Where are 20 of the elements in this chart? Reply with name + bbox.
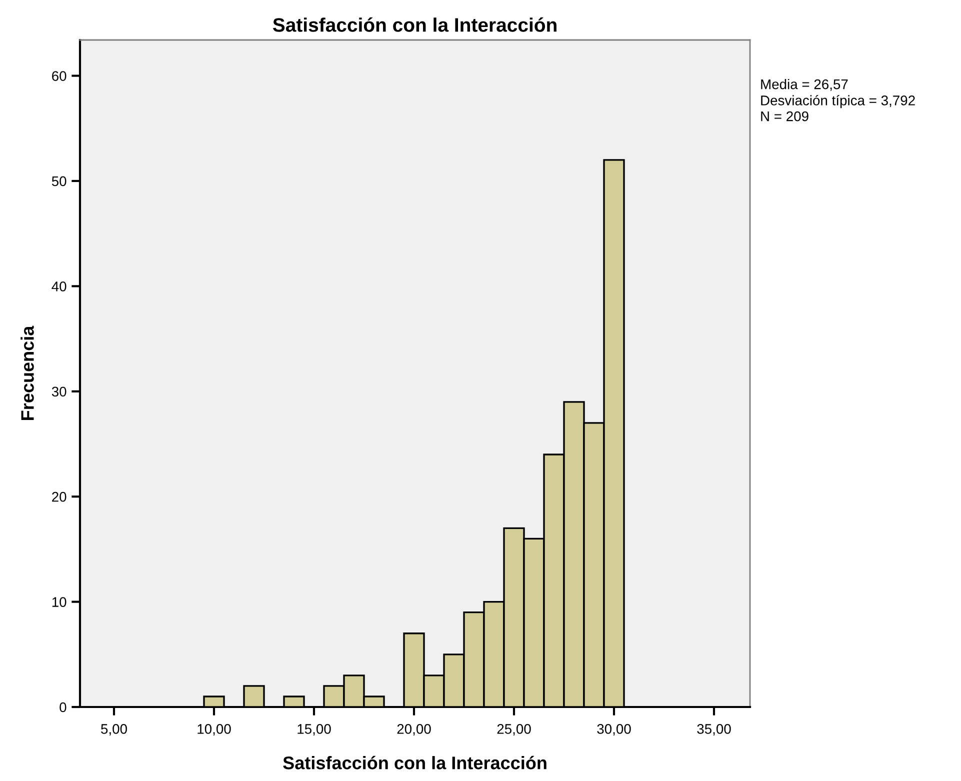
text: Media = 26,57	[761, 79, 848, 91]
y-tick-label: 60	[52, 71, 66, 81]
text: N = 209	[761, 111, 808, 122]
x-tick-label: 15,00	[298, 724, 331, 736]
y-tick-label: 50	[52, 176, 66, 186]
x-tick-label: 30,00	[597, 724, 631, 736]
x-tick-label: 20,00	[397, 724, 431, 736]
y-tick-label: 10	[52, 597, 66, 607]
x-tick-label: 5,00	[101, 724, 127, 736]
y-tick-label: 0	[60, 702, 66, 712]
x-tick-label: 10,00	[198, 724, 231, 736]
x-tick-label: 35,00	[697, 724, 731, 736]
chart-title: Satisfacción con la Interacción	[272, 17, 556, 32]
y-tick-label: 40	[52, 282, 66, 292]
y-axis-title: Frecuencia	[20, 326, 34, 420]
y-tick-label: 30	[52, 386, 66, 397]
x-axis-title: Satisfacción con la Interacción	[283, 756, 546, 770]
y-tick-label: 20	[52, 492, 66, 502]
text: Desviación típica = 3,792	[761, 95, 915, 108]
x-tick-label: 25,00	[497, 724, 531, 736]
